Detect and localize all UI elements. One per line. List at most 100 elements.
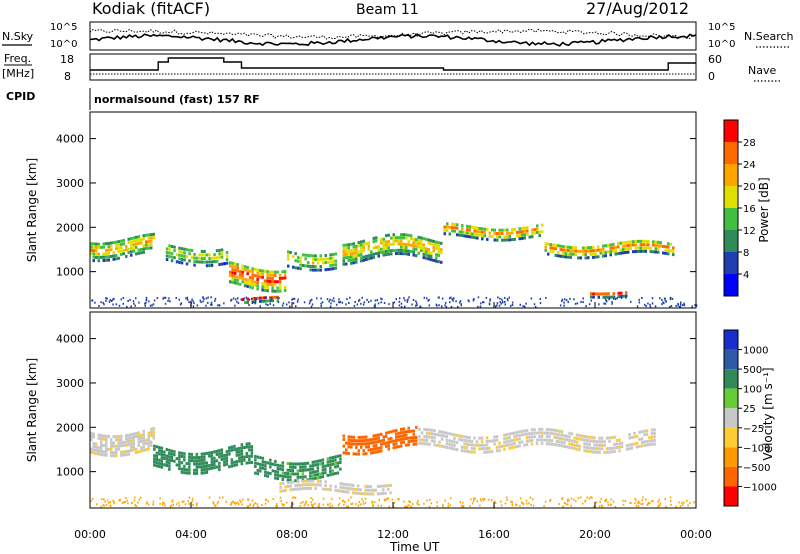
- power-cell: [256, 278, 259, 281]
- velocity-cell: [381, 484, 385, 488]
- velocity-cell: [105, 450, 108, 454]
- velocity-cell: [279, 467, 282, 471]
- velocity-noise-cell: [428, 505, 431, 508]
- power-noise-cell: [683, 302, 685, 305]
- velocity-cell: [468, 439, 471, 443]
- power-cell: [362, 258, 365, 262]
- velocity-cell: [205, 451, 209, 455]
- power-cell: [468, 232, 471, 235]
- velocity-cell: [570, 443, 574, 446]
- velocity-cell: [625, 447, 629, 451]
- velocity-cell: [370, 438, 373, 442]
- velocity-noise-cell: [640, 503, 643, 506]
- velocity-cell: [463, 446, 466, 449]
- velocity-cell: [568, 446, 571, 449]
- velocity-cell: [100, 446, 103, 450]
- velocity-cell: [485, 443, 489, 447]
- velocity-cell: [316, 459, 320, 463]
- power-cell: [574, 253, 577, 256]
- power-noise-cell: [144, 304, 146, 307]
- power-cell: [483, 227, 486, 231]
- power-cell: [473, 229, 476, 233]
- velocity-cell: [518, 441, 521, 444]
- velocity-cell: [92, 451, 95, 455]
- power-cell: [590, 292, 593, 296]
- velocity-cell: [200, 462, 204, 466]
- velocity-cell: [158, 452, 161, 456]
- power-cell: [271, 295, 274, 299]
- power-cell: [592, 255, 595, 259]
- velocity-cell: [415, 442, 418, 446]
- velocity-noise-cell: [581, 502, 584, 505]
- velocity-cell: [550, 442, 554, 446]
- velocity-cell: [360, 435, 363, 439]
- velocity-cell: [361, 492, 365, 496]
- velocity-cell: [336, 454, 340, 458]
- velocity-cell: [309, 477, 312, 481]
- power-cell: [203, 257, 206, 261]
- velocity-cell: [316, 466, 320, 470]
- power-cell: [562, 245, 565, 249]
- velocity-noise-cell: [543, 505, 545, 508]
- colorbar-swatch: [724, 408, 738, 428]
- nave-label: Nave: [748, 64, 776, 77]
- power-cell: [355, 254, 358, 258]
- power-cell: [175, 253, 179, 257]
- velocity-cell: [463, 449, 466, 453]
- power-cell: [572, 252, 575, 256]
- power-cell: [223, 262, 226, 266]
- power-cell: [185, 248, 189, 252]
- velocity-cell: [372, 437, 375, 441]
- velocity-cell: [357, 442, 360, 446]
- power-cell: [165, 247, 169, 251]
- velocity-cell: [407, 443, 410, 447]
- velocity-cell: [245, 452, 249, 455]
- velocity-cell: [412, 436, 415, 440]
- power-cell: [105, 255, 108, 259]
- power-cell: [360, 249, 363, 253]
- velocity-cell: [645, 429, 649, 433]
- power-noise-cell: [415, 304, 417, 307]
- power-noise-cell: [248, 304, 250, 306]
- power-cell: [145, 247, 148, 250]
- velocity-cell: [299, 462, 302, 466]
- power-cell: [105, 242, 108, 246]
- velocity-noise-cell: [159, 497, 161, 500]
- velocity-cell: [115, 451, 118, 454]
- power-cell: [448, 225, 451, 229]
- velocity-noise-cell: [272, 498, 275, 500]
- velocity-cell: [450, 443, 454, 447]
- power-cell: [432, 246, 435, 250]
- power-noise-cell: [452, 299, 454, 302]
- power-cell: [669, 242, 672, 246]
- power-cell: [278, 283, 282, 287]
- power-cell: [516, 234, 519, 238]
- power-noise-cell: [295, 305, 297, 308]
- velocity-noise-cell: [590, 496, 592, 499]
- velocity-cell: [228, 449, 231, 453]
- power-cell: [468, 235, 471, 239]
- velocity-noise-cell: [145, 502, 148, 505]
- power-noise-cell: [164, 302, 167, 305]
- velocity-noise-cell: [510, 500, 512, 503]
- velocity-noise-cell: [139, 496, 142, 499]
- power-noise-cell: [320, 305, 322, 307]
- velocity-cell: [513, 438, 516, 442]
- velocity-cell: [603, 440, 606, 444]
- velocity-cell: [132, 438, 135, 442]
- velocity-cell: [445, 442, 449, 446]
- power-noise-cell: [408, 296, 410, 299]
- velocity-noise-cell: [659, 502, 661, 505]
- power-cell: [533, 228, 536, 232]
- power-cell: [208, 253, 211, 257]
- velocity-cell: [478, 447, 481, 451]
- velocity-cell: [653, 435, 656, 439]
- power-cell: [215, 249, 219, 253]
- velocity-cell: [281, 481, 285, 485]
- power-cell: [412, 241, 415, 244]
- power-cell: [569, 252, 572, 256]
- velocity-cell: [350, 442, 353, 446]
- velocity-noise-cell: [104, 500, 106, 503]
- velocity-cell: [362, 452, 365, 456]
- power-cell: [92, 252, 95, 256]
